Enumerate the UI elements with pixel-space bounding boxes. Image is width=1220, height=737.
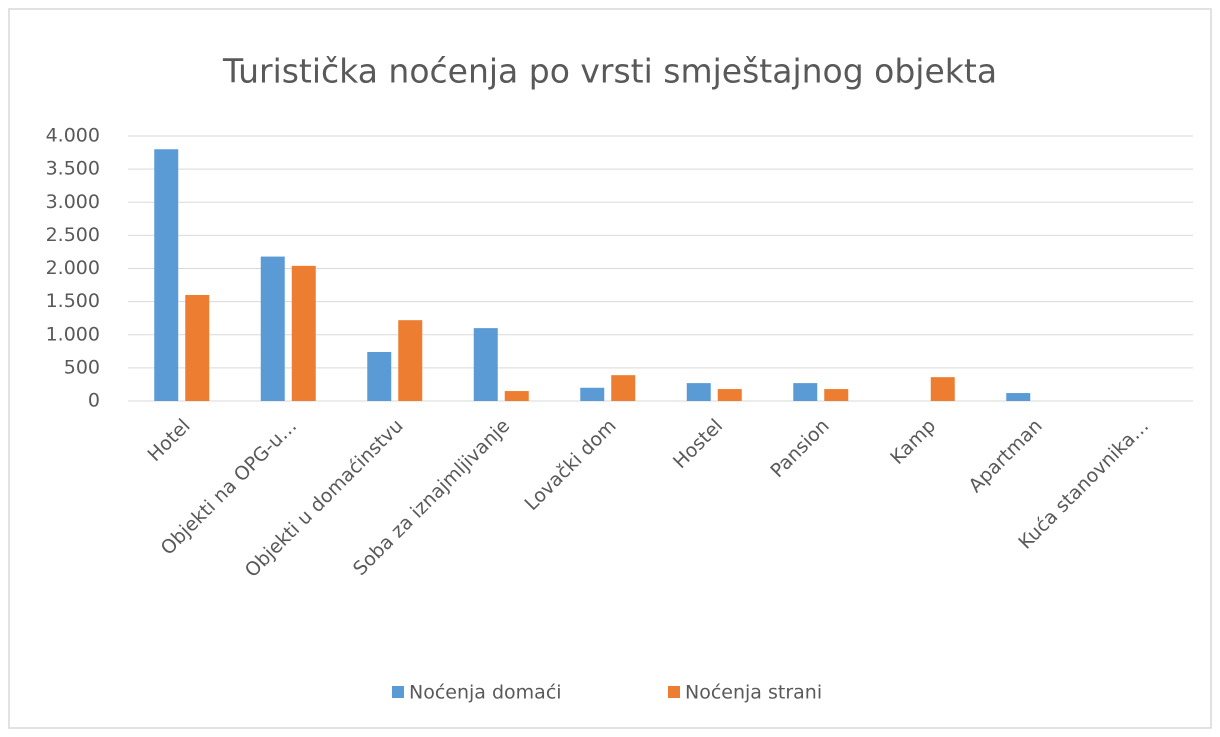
y-tick-label: 3.000 (46, 191, 100, 213)
chart-title: Turistička noćenja po vrsti smještajnog … (222, 52, 997, 91)
legend-label: Noćenja strani (685, 682, 822, 704)
bar (154, 149, 179, 401)
chart-frame (8, 8, 1212, 729)
y-tick-label: 0 (88, 390, 100, 412)
bar (717, 389, 742, 401)
y-tick-label: 3.500 (46, 158, 100, 180)
bar (367, 351, 392, 401)
y-tick-label: 2.500 (46, 224, 100, 246)
bar (611, 375, 636, 401)
y-tick-label: 500 (64, 356, 100, 378)
bar (1006, 393, 1031, 401)
bar (260, 256, 285, 401)
bar (473, 328, 498, 401)
legend-swatch (668, 686, 680, 698)
bar (930, 377, 955, 401)
y-tick-label: 2.000 (46, 257, 100, 279)
y-tick-label: 1.000 (46, 323, 100, 345)
bar (185, 295, 210, 401)
legend-swatch (392, 686, 404, 698)
bar (398, 320, 423, 401)
legend-label: Noćenja domaći (409, 682, 562, 704)
y-tick-label: 4.000 (46, 125, 100, 147)
y-tick-label: 1.500 (46, 290, 100, 312)
bar (504, 391, 529, 401)
bar (291, 265, 316, 401)
bar (580, 387, 605, 401)
bar (793, 383, 818, 401)
bar (686, 383, 711, 401)
bar (824, 389, 849, 401)
